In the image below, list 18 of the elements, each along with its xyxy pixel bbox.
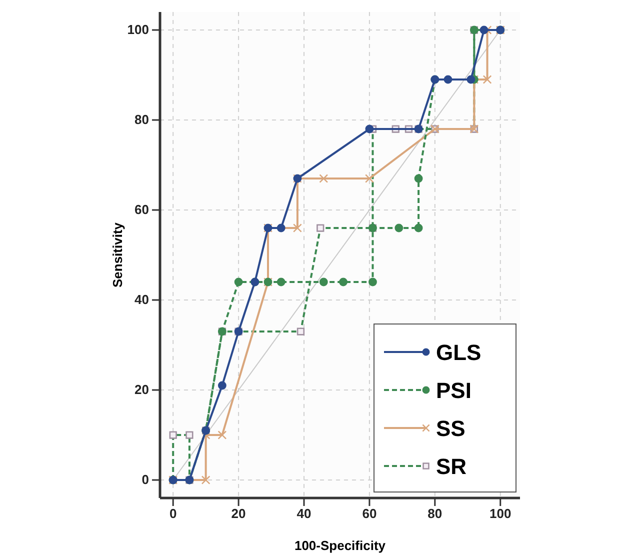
legend-label: SR — [436, 454, 467, 479]
x-tick-label: 0 — [169, 506, 177, 522]
legend-label: PSI — [436, 378, 472, 403]
x-tick-label: 80 — [428, 506, 442, 522]
y-axis-title: Sensitivity — [110, 222, 125, 288]
x-tick-label: 60 — [362, 506, 377, 522]
x-tick-label: 20 — [231, 506, 246, 522]
y-tick-label: 80 — [134, 112, 149, 128]
x-tick-label: 40 — [296, 506, 312, 522]
y-tick-label: 20 — [134, 382, 149, 398]
x-axis-title: 100-Specificity — [294, 538, 386, 553]
y-tick-label: 60 — [134, 202, 149, 218]
legend-label: SS — [436, 416, 466, 441]
legend-label: GLS — [436, 340, 482, 365]
y-tick-label: 100 — [127, 22, 149, 38]
x-tick-label: 100 — [490, 506, 512, 522]
y-tick-label: 0 — [142, 472, 149, 488]
y-tick-label: 40 — [134, 292, 149, 308]
